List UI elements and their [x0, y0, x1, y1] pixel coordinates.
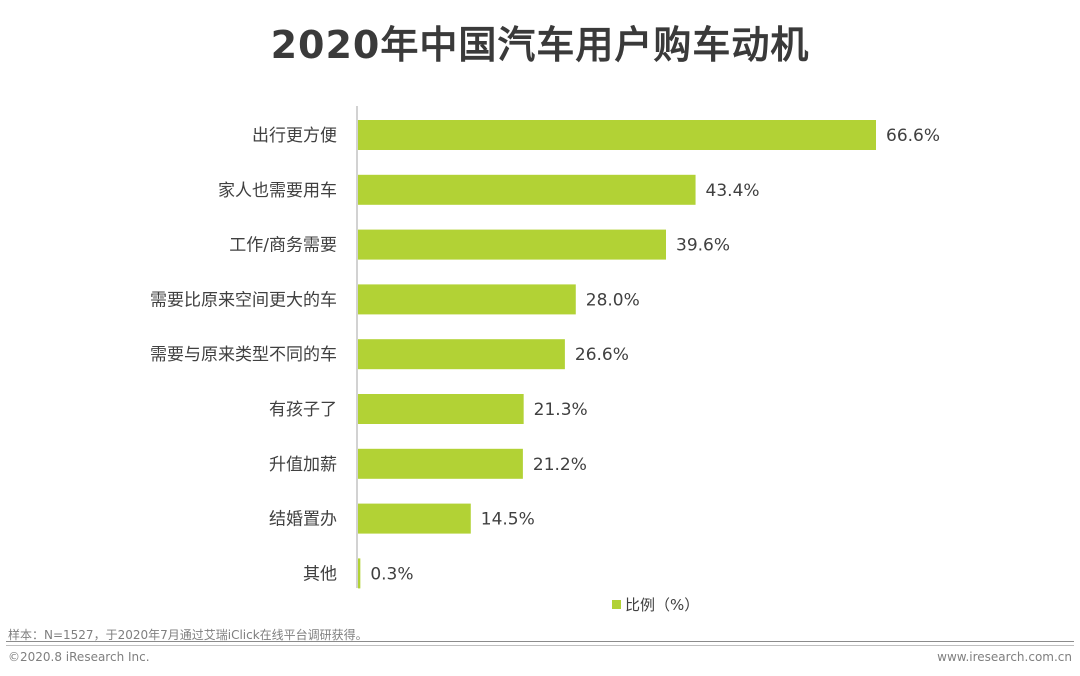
- value-label: 39.6%: [676, 236, 730, 256]
- value-label: 28.0%: [586, 290, 640, 310]
- category-label: 有孩子了: [269, 400, 337, 420]
- category-label: 其他: [303, 564, 337, 584]
- bar: [358, 120, 876, 150]
- value-label: 14.5%: [481, 510, 535, 530]
- category-label: 出行更方便: [252, 126, 337, 146]
- category-label: 需要与原来类型不同的车: [150, 345, 337, 365]
- copyright-text: ©2020.8 iResearch Inc.: [8, 650, 150, 664]
- bar: [358, 284, 576, 315]
- value-label: 21.3%: [534, 400, 588, 420]
- category-label: 升值加薪: [269, 455, 337, 475]
- category-label: 需要比原来空间更大的车: [150, 290, 337, 310]
- value-label: 43.4%: [706, 181, 760, 201]
- chart-title: 2020年中国汽车用户购车动机: [270, 23, 810, 67]
- footer-divider-bottom: [6, 645, 1074, 646]
- bar-chart: 出行更方便 66.6% 家人也需要用车 43.4% 工作/商务需要 39.6% 需要比原来空…: [150, 106, 940, 589]
- website-text: www.iresearch.com.cn: [937, 650, 1072, 664]
- bar: [358, 229, 666, 260]
- category-label: 家人也需要用车: [218, 181, 337, 201]
- legend: 比例（%）: [612, 594, 699, 615]
- bar: [358, 503, 471, 534]
- sample-note: 样本：N=1527，于2020年7月通过艾瑞iClick在线平台调研获得。: [8, 628, 368, 642]
- category-label: 工作/商务需要: [229, 236, 337, 256]
- bar: [358, 394, 524, 424]
- value-label: 21.2%: [533, 455, 587, 475]
- bar: [358, 448, 523, 479]
- legend-swatch: [612, 600, 621, 609]
- bar: [358, 339, 565, 370]
- value-label: 0.3%: [370, 564, 413, 584]
- bar: [358, 558, 361, 589]
- category-label: 结婚置办: [269, 510, 337, 530]
- value-label: 66.6%: [886, 126, 940, 146]
- legend-label: 比例（%）: [625, 596, 700, 614]
- value-label: 26.6%: [575, 345, 629, 365]
- footer-divider-top: [6, 641, 1074, 642]
- bar: [358, 174, 696, 205]
